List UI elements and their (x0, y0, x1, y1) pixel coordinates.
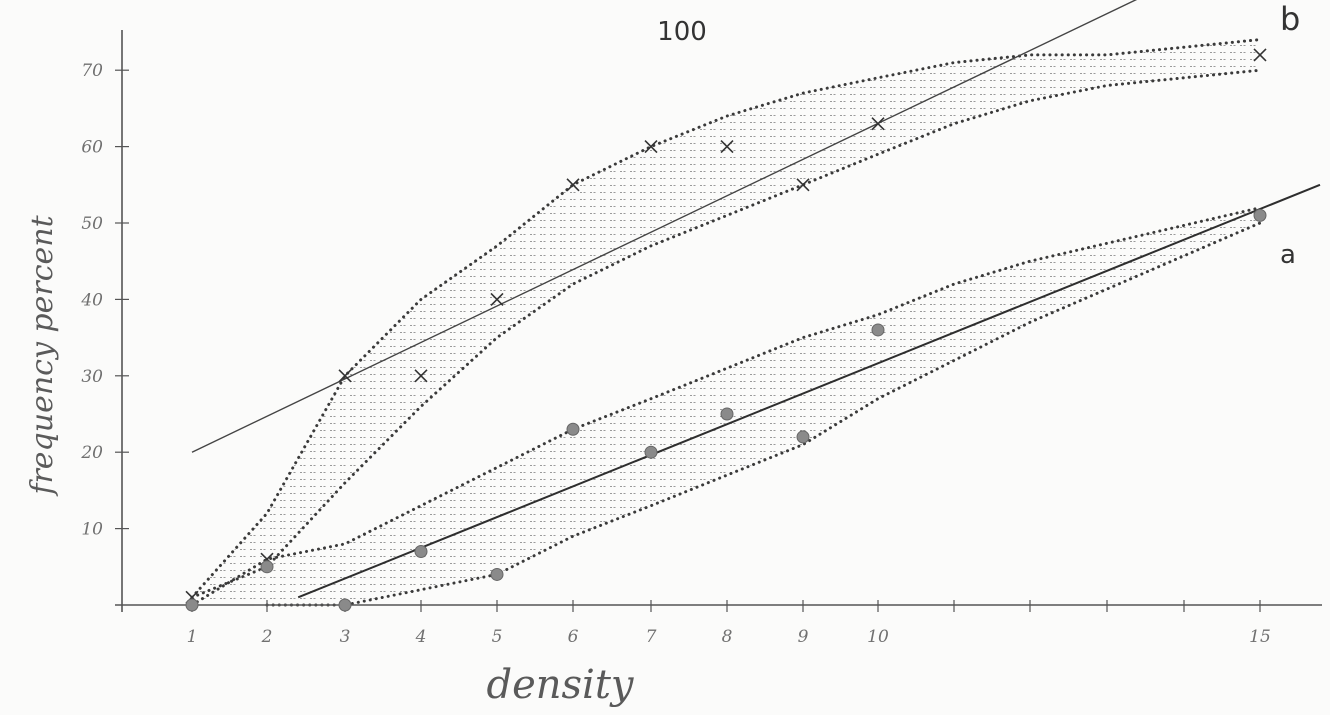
fit-line-b (191, 0, 1138, 453)
point-b-9 (871, 117, 885, 131)
x-tick-label-8: 8 (722, 627, 733, 647)
band-fill-a (192, 207, 1260, 605)
x-tick-label-2: 2 (261, 627, 273, 647)
point-a-4 (490, 567, 504, 581)
y-tick-label-20: 20 (80, 443, 103, 463)
point-a-7 (720, 407, 734, 421)
points-layer (185, 48, 1267, 612)
band-upper-b (190, 38, 1262, 599)
fit-line-a (297, 183, 1321, 599)
y-tick-label-10: 10 (81, 520, 103, 540)
point-a-1 (260, 560, 274, 574)
point-b-10 (1253, 48, 1267, 62)
point-b-6 (644, 140, 658, 154)
point-a-2 (338, 598, 352, 612)
y-tick-label-70: 70 (81, 61, 103, 81)
point-a-0 (185, 598, 199, 612)
x-axis-title: density (486, 662, 634, 708)
point-b-3 (414, 369, 428, 383)
y-tick-label-40: 40 (80, 290, 103, 310)
point-a-3 (414, 545, 428, 559)
band-fill-b (192, 39, 1260, 598)
point-a-8 (796, 430, 810, 444)
fit-lines-layer (191, 0, 1321, 599)
bands-layer (190, 38, 1262, 607)
point-a-10 (1253, 208, 1267, 222)
x-tick-label-3: 3 (340, 627, 351, 647)
point-b-7 (720, 140, 734, 154)
point-a-9 (871, 323, 885, 337)
chart-title: 100 (657, 17, 707, 47)
point-a-6 (644, 445, 658, 459)
y-axis-title: frequency percent (25, 214, 60, 496)
series-a-label: a (1280, 240, 1296, 270)
y-tick-label-50: 50 (81, 214, 103, 234)
band-upper-a (190, 206, 1262, 607)
band-lower-b (190, 68, 1262, 599)
x-tick-label-10: 10 (867, 627, 889, 647)
x-tick-label-6: 6 (568, 627, 579, 647)
x-tick-label-7: 7 (646, 627, 657, 647)
x-tick-label-4: 4 (415, 627, 427, 647)
point-a-5 (566, 422, 580, 436)
y-tick-label-60: 60 (81, 138, 103, 158)
text-layer: 100 density frequency percent b a 1 2 3 4 5 6… (25, 0, 1300, 708)
point-b-4 (490, 292, 504, 306)
x-tick-label-1: 1 (187, 627, 198, 647)
x-tick-label-5: 5 (492, 627, 503, 647)
series-b-label: b (1280, 0, 1300, 38)
x-tick-label-9: 9 (798, 627, 809, 647)
point-b-5 (566, 178, 580, 192)
x-tick-label-15: 15 (1249, 627, 1271, 647)
point-b-2 (338, 369, 352, 383)
point-b-8 (796, 178, 810, 192)
y-tick-label-30: 30 (81, 367, 103, 387)
